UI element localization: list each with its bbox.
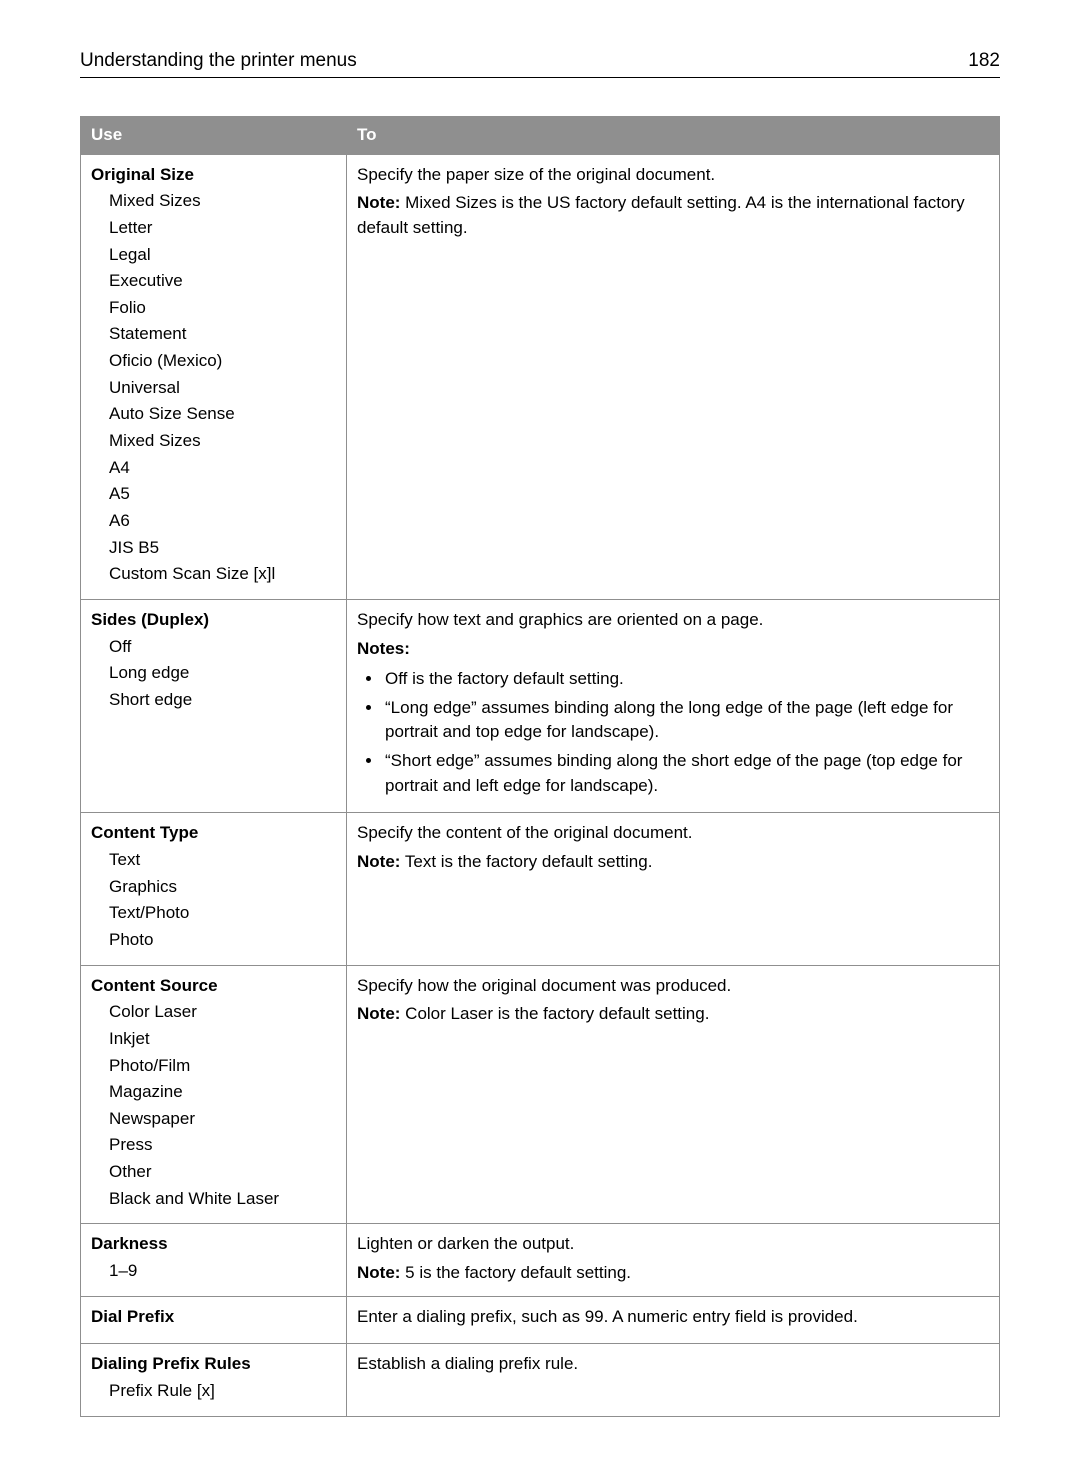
notes-heading: Notes:: [357, 637, 989, 662]
option: A4: [109, 456, 336, 481]
option: 1–9: [109, 1259, 336, 1284]
setting-description: Establish a dialing prefix rule.: [357, 1352, 989, 1377]
option: Graphics: [109, 875, 336, 900]
setting-title: Darkness: [91, 1232, 336, 1257]
note-text: Mixed Sizes is the US factory default se…: [357, 193, 965, 237]
cell-use: Sides (Duplex) Off Long edge Short edge: [81, 599, 347, 812]
table-row: Darkness 1–9 Lighten or darken the outpu…: [81, 1224, 1000, 1296]
table-row: Dialing Prefix Rules Prefix Rule [x] Est…: [81, 1344, 1000, 1416]
setting-title: Content Source: [91, 974, 336, 999]
option: Inkjet: [109, 1027, 336, 1052]
note-bullet: Off is the factory default setting.: [383, 667, 989, 692]
option: Text: [109, 848, 336, 873]
setting-title: Sides (Duplex): [91, 608, 336, 633]
option: Newspaper: [109, 1107, 336, 1132]
table-row: Sides (Duplex) Off Long edge Short edge …: [81, 599, 1000, 812]
note-label: Notes:: [357, 639, 410, 658]
table-row: Original Size Mixed Sizes Letter Legal E…: [81, 154, 1000, 599]
cell-to: Enter a dialing prefix, such as 99. A nu…: [347, 1296, 1000, 1344]
setting-title: Dialing Prefix Rules: [91, 1352, 336, 1377]
option: Universal: [109, 376, 336, 401]
cell-to: Specify the content of the original docu…: [347, 813, 1000, 965]
col-header-use: Use: [81, 117, 347, 155]
setting-description: Specify the paper size of the original d…: [357, 163, 989, 188]
option: Custom Scan Size [x]l: [109, 562, 336, 587]
page-number: 182: [968, 50, 1000, 72]
page-title: Understanding the printer menus: [80, 50, 357, 72]
setting-description: Lighten or darken the output.: [357, 1232, 989, 1257]
setting-options: Prefix Rule [x]: [91, 1379, 336, 1404]
table-row: Content Type Text Graphics Text/Photo Ph…: [81, 813, 1000, 965]
setting-note: Note: Color Laser is the factory default…: [357, 1002, 989, 1027]
setting-description: Enter a dialing prefix, such as 99. A nu…: [357, 1305, 989, 1330]
option: A5: [109, 482, 336, 507]
option: A6: [109, 509, 336, 534]
table-header-row: Use To: [81, 117, 1000, 155]
setting-title: Dial Prefix: [91, 1305, 336, 1330]
cell-use: Dial Prefix: [81, 1296, 347, 1344]
option: Mixed Sizes: [109, 429, 336, 454]
option: Oficio (Mexico): [109, 349, 336, 374]
cell-use: Content Type Text Graphics Text/Photo Ph…: [81, 813, 347, 965]
setting-description: Specify how text and graphics are orient…: [357, 608, 989, 633]
cell-to: Specify the paper size of the original d…: [347, 154, 1000, 599]
setting-options: Off Long edge Short edge: [91, 635, 336, 713]
option: Photo: [109, 928, 336, 953]
cell-use: Content Source Color Laser Inkjet Photo/…: [81, 965, 347, 1224]
col-header-to: To: [347, 117, 1000, 155]
note-label: Note:: [357, 852, 400, 871]
note-label: Note:: [357, 1263, 400, 1282]
cell-use: Original Size Mixed Sizes Letter Legal E…: [81, 154, 347, 599]
setting-note: Note: 5 is the factory default setting.: [357, 1261, 989, 1286]
table-row: Dial Prefix Enter a dialing prefix, such…: [81, 1296, 1000, 1344]
note-text: 5 is the factory default setting.: [400, 1263, 631, 1282]
option: JIS B5: [109, 536, 336, 561]
option: Press: [109, 1133, 336, 1158]
note-bullet: “Long edge” assumes binding along the lo…: [383, 696, 989, 745]
option: Text/Photo: [109, 901, 336, 926]
option: Auto Size Sense: [109, 402, 336, 427]
setting-description: Specify how the original document was pr…: [357, 974, 989, 999]
page-header: Understanding the printer menus 182: [80, 50, 1000, 78]
setting-note: Note: Text is the factory default settin…: [357, 850, 989, 875]
cell-to: Lighten or darken the output. Note: 5 is…: [347, 1224, 1000, 1296]
cell-use: Darkness 1–9: [81, 1224, 347, 1296]
table-row: Content Source Color Laser Inkjet Photo/…: [81, 965, 1000, 1224]
option: Statement: [109, 322, 336, 347]
page: Understanding the printer menus 182 Use …: [0, 0, 1080, 1457]
setting-options: Text Graphics Text/Photo Photo: [91, 848, 336, 953]
option: Photo/Film: [109, 1054, 336, 1079]
option: Long edge: [109, 661, 336, 686]
setting-description: Specify the content of the original docu…: [357, 821, 989, 846]
option: Letter: [109, 216, 336, 241]
cell-to: Specify how the original document was pr…: [347, 965, 1000, 1224]
setting-title: Original Size: [91, 163, 336, 188]
menu-table: Use To Original Size Mixed Sizes Letter …: [80, 116, 1000, 1417]
cell-to: Specify how text and graphics are orient…: [347, 599, 1000, 812]
note-text: Text is the factory default setting.: [400, 852, 652, 871]
note-label: Note:: [357, 1004, 400, 1023]
option: Other: [109, 1160, 336, 1185]
option: Prefix Rule [x]: [109, 1379, 336, 1404]
setting-options: Color Laser Inkjet Photo/Film Magazine N…: [91, 1000, 336, 1211]
note-text: Color Laser is the factory default setti…: [400, 1004, 709, 1023]
option: Black and White Laser: [109, 1187, 336, 1212]
option: Mixed Sizes: [109, 189, 336, 214]
option: Folio: [109, 296, 336, 321]
option: Short edge: [109, 688, 336, 713]
setting-options: 1–9: [91, 1259, 336, 1284]
option: Executive: [109, 269, 336, 294]
note-label: Note:: [357, 193, 400, 212]
notes-list: Off is the factory default setting. “Lon…: [357, 667, 989, 798]
setting-note: Note: Mixed Sizes is the US factory defa…: [357, 191, 989, 240]
option: Color Laser: [109, 1000, 336, 1025]
setting-options: Mixed Sizes Letter Legal Executive Folio…: [91, 189, 336, 587]
option: Off: [109, 635, 336, 660]
cell-to: Establish a dialing prefix rule.: [347, 1344, 1000, 1416]
option: Magazine: [109, 1080, 336, 1105]
option: Legal: [109, 243, 336, 268]
cell-use: Dialing Prefix Rules Prefix Rule [x]: [81, 1344, 347, 1416]
note-bullet: “Short edge” assumes binding along the s…: [383, 749, 989, 798]
setting-title: Content Type: [91, 821, 336, 846]
